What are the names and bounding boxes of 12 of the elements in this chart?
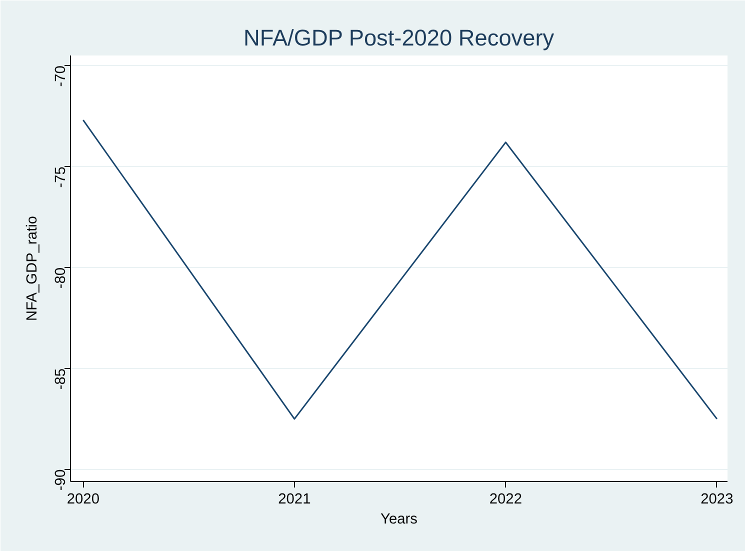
y-tick-label: -75 [53,166,69,188]
y-tick-label: -85 [53,368,69,390]
chart-title: NFA/GDP Post-2020 Recovery [243,24,555,50]
x-tick-label: 2020 [66,492,100,508]
y-tick-label: -90 [53,469,69,491]
x-tick-label: 2023 [700,492,734,508]
x-tick-label: 2021 [278,492,311,508]
x-tick-label: 2022 [489,492,522,508]
y-axis-title: NFA_GDP_ratio [24,216,40,322]
y-tick-label: -70 [53,66,69,87]
y-tick-label: -80 [53,267,69,289]
x-axis-title: Years [380,512,418,528]
